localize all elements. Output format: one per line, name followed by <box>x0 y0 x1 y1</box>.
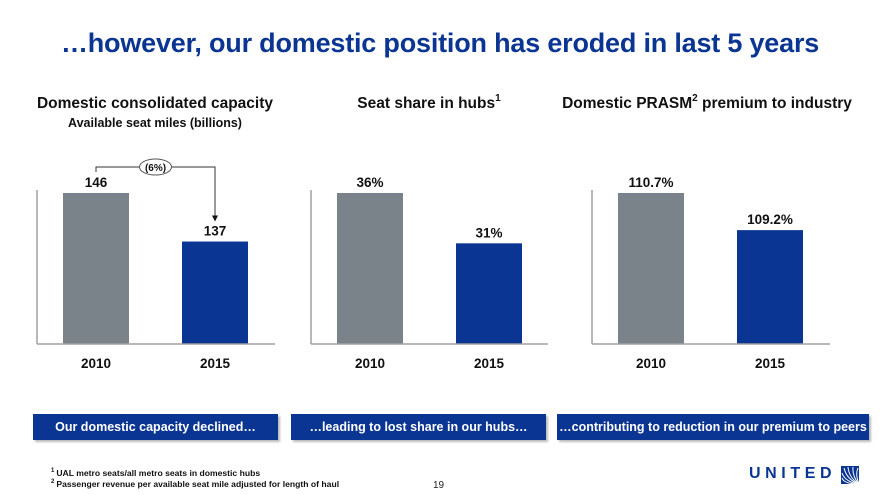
change-annotation-label: (6%) <box>145 163 166 174</box>
x-tick-label: 2015 <box>200 356 231 371</box>
x-tick-label: 2015 <box>474 356 505 371</box>
callout-capacity: Our domestic capacity declined… <box>33 414 278 440</box>
united-globe-icon <box>841 466 859 484</box>
bar-2010 <box>337 193 403 344</box>
change-annotation-oval <box>139 158 172 176</box>
chart-title-text: Domestic PRASM <box>562 95 693 112</box>
footnote-number: 1 <box>51 468 55 474</box>
page-number: 19 <box>433 480 445 491</box>
data-label: 110.7% <box>628 175 673 190</box>
x-tick-label: 2010 <box>355 356 385 371</box>
data-label: 146 <box>85 175 108 190</box>
footnote-1: 1 UAL metro seats/all metro seats in dome… <box>51 468 260 478</box>
footnote-text: Passenger revenue per available seat mil… <box>56 479 340 489</box>
x-tick-label: 2015 <box>755 356 786 371</box>
chart-title-capacity: Domestic consolidated capacity <box>10 95 300 113</box>
chart-title-text: Domestic consolidated capacity <box>36 95 274 112</box>
footnote-text: UAL metro seats/all metro seats in domes… <box>56 468 261 478</box>
footnote-number: 2 <box>51 479 55 485</box>
x-tick-label: 2010 <box>81 356 111 371</box>
arrow-head-icon <box>212 215 218 222</box>
x-tick-label: 2010 <box>636 356 666 371</box>
callout-prasm: …contributing to reduction in our premiu… <box>557 414 869 440</box>
chart-title-text: Seat share in hubs <box>357 95 496 112</box>
chart-title-prasm: Domestic PRASM2 premium to industry <box>548 93 866 113</box>
chart-title-seat-share: Seat share in hubs1 <box>292 93 566 113</box>
bar-2015 <box>737 230 803 344</box>
data-label: 36% <box>356 175 383 190</box>
united-logo-text: UNITED <box>749 465 837 482</box>
bar-2015 <box>456 243 522 344</box>
footnote-2: 2 Passenger revenue per available seat mi… <box>51 479 339 489</box>
callout-seat-share: …leading to lost share in our hubs… <box>291 414 546 440</box>
bar-2010 <box>63 193 129 344</box>
chart-subtitle-capacity: Available seat miles (billions) <box>68 116 242 130</box>
data-label: 137 <box>204 224 227 239</box>
chart-title-suffix: premium to industry <box>697 95 852 112</box>
slide-title: …however, our domestic position has erod… <box>60 28 820 58</box>
data-label: 109.2% <box>747 212 793 227</box>
footnote-ref: 1 <box>495 93 501 104</box>
footnote-ref: 2 <box>692 93 698 104</box>
bar-2010 <box>618 193 684 344</box>
data-label: 31% <box>475 225 502 240</box>
bar-2015 <box>182 241 248 344</box>
